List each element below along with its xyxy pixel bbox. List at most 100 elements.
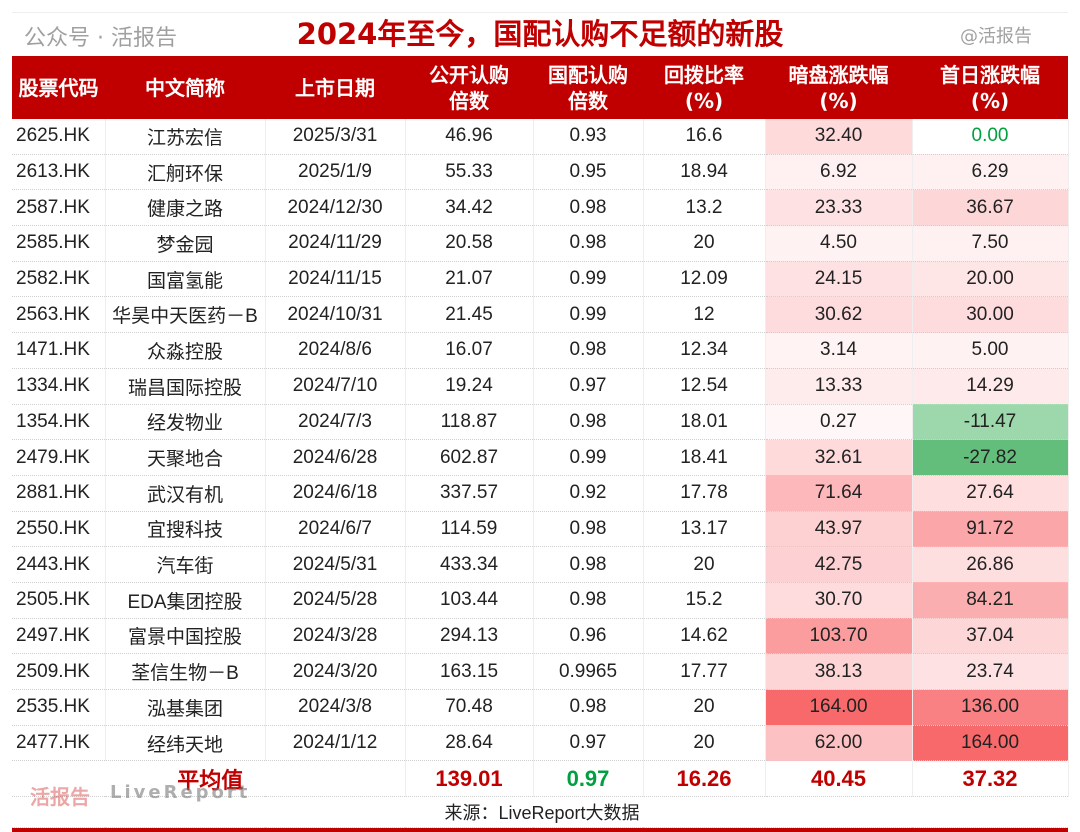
column-header: 股票代码 [12,56,105,119]
table-cell: 0.95 [533,154,644,191]
table-cell: 0.00 [912,119,1069,155]
table-cell: 2582.HK [12,261,106,298]
table-cell: 0.98 [533,689,644,726]
table-cell: 15.2 [643,582,766,619]
table-cell: 2024/5/28 [265,582,406,619]
table-cell: 2024/11/15 [265,261,406,298]
table-cell: 55.33 [405,154,534,191]
table-cell: 7.50 [912,225,1069,262]
table-cell: 20 [643,546,766,583]
table-cell: 23.74 [912,653,1069,690]
table-cell: 汽车街 [105,546,266,583]
table-cell: 2563.HK [12,296,106,334]
table-cell: 2024/11/29 [265,225,406,262]
table-cell: 12 [643,296,766,334]
table-cell: 17.77 [643,653,766,690]
table-cell: 2509.HK [12,653,106,690]
table-cell: 2024/10/31 [265,296,406,334]
table-cell: 16.6 [643,119,766,155]
table-cell: -27.82 [912,439,1069,476]
table-cell: 433.34 [405,546,534,583]
table-cell: 602.87 [405,439,534,476]
table-cell: 36.67 [912,189,1069,227]
table-cell: 6.92 [765,154,913,191]
table-cell: 12.09 [643,261,766,298]
table-cell: 4.50 [765,225,913,262]
table-cell: 2024/5/31 [265,546,406,583]
table-cell: 2024/3/28 [265,618,406,655]
table-cell: 30.70 [765,582,913,619]
table-cell: 0.98 [533,225,644,262]
table-cell: 荃信生物－B [105,653,266,690]
table-cell: 103.44 [405,582,534,619]
column-header: 中文简称 [105,56,265,119]
average-row: 平均值 139.01 0.97 16.26 40.45 37.32 [12,760,1069,798]
table-cell: 2024/12/30 [265,189,406,227]
table-cell: 经发物业 [105,404,266,441]
table-row: 2509.HK 荃信生物－B 2024/3/20 163.15 0.9965 17.77 3… [12,653,1069,690]
table-cell: 46.96 [405,119,534,155]
table-cell: 2585.HK [12,225,106,262]
average-label: 平均值 [12,760,406,798]
table-cell: 114.59 [405,511,534,548]
table-cell: 0.98 [533,189,644,227]
table-cell: 163.15 [405,653,534,690]
table-cell: 0.92 [533,475,644,512]
column-header: 首日涨跌幅 (%) [912,56,1068,119]
table-row: 2505.HK EDA集团控股 2024/5/28 103.44 0.98 15.2 30.… [12,582,1069,619]
table-cell: 0.98 [533,404,644,441]
table-cell: 2550.HK [12,511,106,548]
average-value: 139.01 [405,760,534,798]
table-cell: 20 [643,689,766,726]
table-cell: 14.62 [643,618,766,655]
table-cell: 1471.HK [12,332,106,369]
table-cell: 2613.HK [12,154,106,191]
table-cell: 164.00 [912,725,1069,762]
table-cell: EDA集团控股 [105,582,266,619]
average-value: 40.45 [765,760,913,798]
table-cell: 1354.HK [12,404,106,441]
table-cell: 43.97 [765,511,913,548]
table-cell: 众淼控股 [105,332,266,369]
table-cell: 12.54 [643,368,766,405]
table-cell: 0.96 [533,618,644,655]
table-cell: 14.29 [912,368,1069,405]
table-cell: 国富氢能 [105,261,266,298]
table-cell: 6.29 [912,154,1069,191]
table-cell: 1334.HK [12,368,106,405]
table-cell: 0.99 [533,261,644,298]
table-cell: 武汉有机 [105,475,266,512]
table-cell: 103.70 [765,618,913,655]
table-cell: 2881.HK [12,475,106,512]
table-cell: 2024/3/20 [265,653,406,690]
table-cell: 泓基集团 [105,689,266,726]
table-cell: 5.00 [912,332,1069,369]
table-cell: 0.27 [765,404,913,441]
table-cell: 34.42 [405,189,534,227]
table-cell: 27.64 [912,475,1069,512]
header-row: 股票代码 中文简称 上市日期 公开认购 倍数 国配认购 倍数 回拨比率 (%) 暗盘涨跌幅 … [12,56,1068,119]
table-cell: 164.00 [765,689,913,726]
table-cell: 健康之路 [105,189,266,227]
table-cell: 2479.HK [12,439,106,476]
table-cell: 2505.HK [12,582,106,619]
table-cell: 江苏宏信 [105,119,266,155]
table-row: 2550.HK 宜搜科技 2024/6/7 114.59 0.98 13.17 43.97 9… [12,511,1069,548]
table-cell: 19.24 [405,368,534,405]
table-row: 2613.HK 汇舸环保 2025/1/9 55.33 0.95 18.94 6.92 6.2… [12,154,1069,191]
table-cell: -11.47 [912,404,1069,441]
table-cell: 37.04 [912,618,1069,655]
table-row: 2582.HK 国富氢能 2024/11/15 21.07 0.99 12.09 24.15… [12,261,1069,298]
table-row: 2497.HK 富景中国控股 2024/3/28 294.13 0.96 14.62 103… [12,618,1069,655]
table-cell: 20.58 [405,225,534,262]
column-header: 公开认购 倍数 [405,56,533,119]
table-cell: 16.07 [405,332,534,369]
table-cell: 18.01 [643,404,766,441]
column-header: 国配认购 倍数 [533,56,643,119]
table-cell: 2477.HK [12,725,106,762]
table-cell: 13.33 [765,368,913,405]
table-cell: 宜搜科技 [105,511,266,548]
table-cell: 0.93 [533,119,644,155]
source-note: 来源：LiveReport大数据 [12,796,1068,829]
table-cell: 2587.HK [12,189,106,227]
